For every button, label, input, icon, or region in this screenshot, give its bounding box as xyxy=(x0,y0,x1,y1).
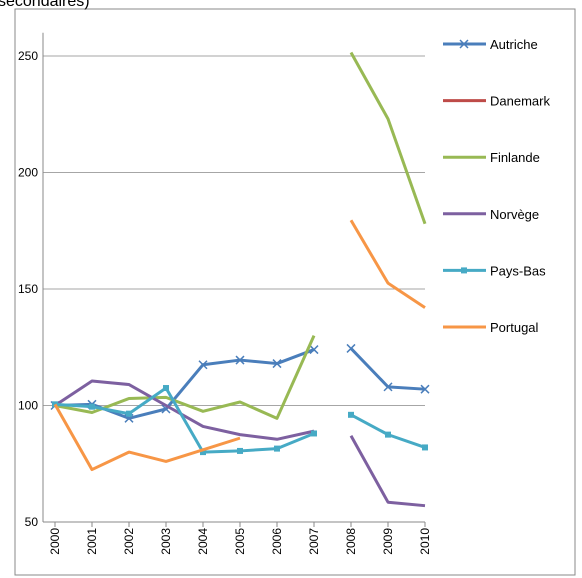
x-tick-label: 2010 xyxy=(418,528,432,555)
point-marker xyxy=(383,382,393,392)
point-marker xyxy=(126,410,132,417)
point-marker xyxy=(346,343,356,353)
point-marker xyxy=(309,345,319,355)
series-line xyxy=(54,386,426,454)
chart-frame xyxy=(14,8,576,576)
point-marker xyxy=(385,431,391,438)
point-marker xyxy=(420,384,430,394)
legend-label: Norvège xyxy=(490,207,539,222)
legend-label: Pays-Bas xyxy=(490,263,546,278)
point-marker xyxy=(311,430,317,437)
series-line xyxy=(54,51,427,420)
x-tick-label: 2003 xyxy=(159,528,173,555)
y-tick-label: 50 xyxy=(25,515,39,529)
point-marker xyxy=(89,403,95,410)
legend-marker xyxy=(461,267,467,274)
point-marker xyxy=(198,360,208,370)
x-tick-label: 2000 xyxy=(48,528,62,555)
x-tick-label: 2001 xyxy=(85,528,99,555)
series-line xyxy=(53,219,426,472)
point-marker xyxy=(237,447,243,454)
point-marker xyxy=(235,355,245,365)
x-tick-label: 2009 xyxy=(381,528,395,555)
y-tick-label: 200 xyxy=(18,166,38,180)
y-tick-label: 150 xyxy=(18,282,38,296)
legend-label: Finlande xyxy=(490,150,540,165)
point-marker xyxy=(163,385,169,392)
y-tick-label: 100 xyxy=(18,399,38,413)
legend-label: Portugal xyxy=(490,320,539,335)
x-tick-label: 2002 xyxy=(122,528,136,555)
x-tick-label: 2006 xyxy=(270,528,284,555)
legend-marker xyxy=(459,39,469,49)
y-tick-label: 250 xyxy=(18,49,38,63)
x-tick-label: 2005 xyxy=(233,528,247,555)
legend-label: Autriche xyxy=(490,37,538,52)
x-tick-label: 2004 xyxy=(196,528,210,555)
point-marker xyxy=(274,445,280,452)
x-tick-label: 2008 xyxy=(344,528,358,555)
point-marker xyxy=(422,444,428,451)
series-line xyxy=(54,379,426,508)
legend-label: Danemark xyxy=(490,94,550,109)
point-marker xyxy=(348,411,354,418)
point-marker xyxy=(200,449,206,456)
chart-title: secondaires) xyxy=(0,0,90,10)
x-tick-label: 2007 xyxy=(307,528,321,555)
point-marker xyxy=(272,359,282,369)
